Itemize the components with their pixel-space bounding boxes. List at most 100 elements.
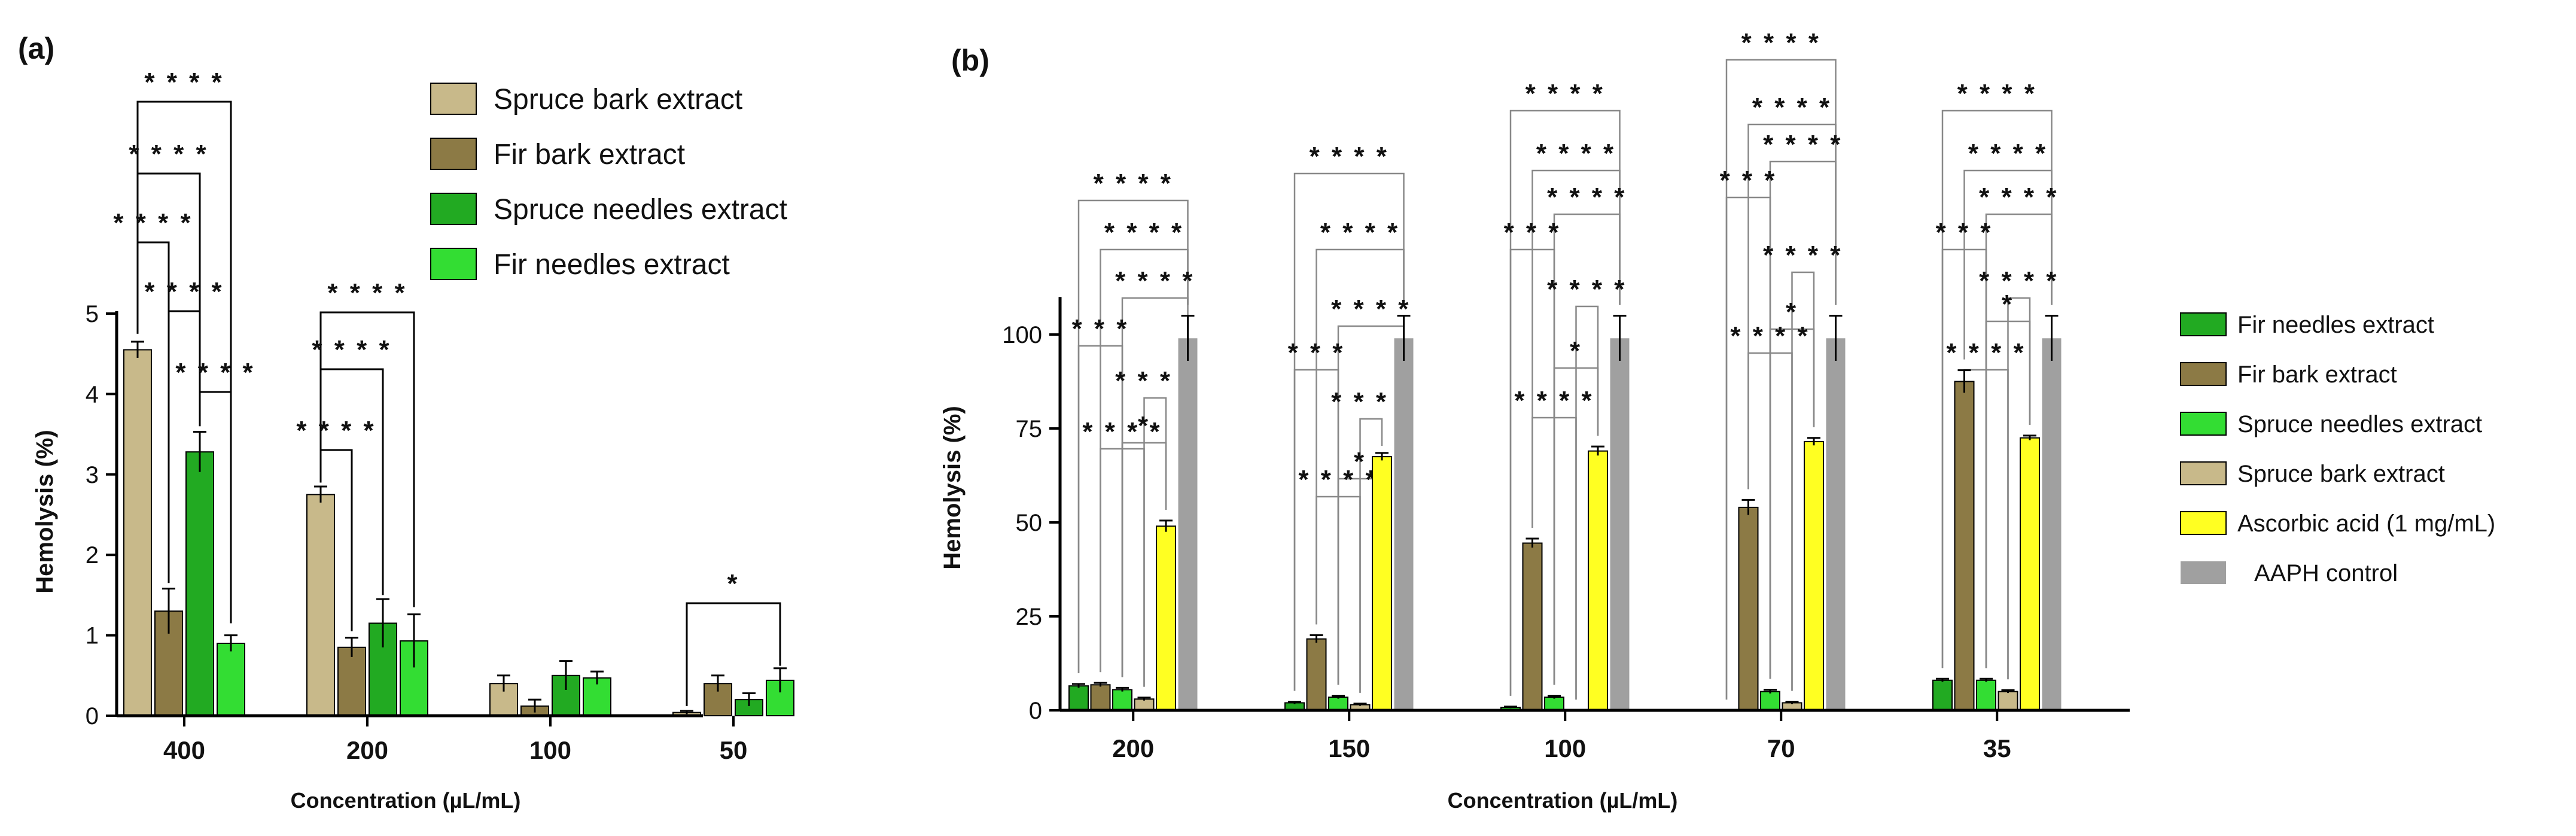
significance-bracket xyxy=(1769,328,1815,679)
significance-stars: * * * * xyxy=(1763,130,1843,159)
significance-bracket xyxy=(1316,248,1405,625)
significance-bracket xyxy=(319,449,353,631)
significance-bracket xyxy=(1769,160,1837,679)
y-tick-label: 75 xyxy=(1016,416,1043,442)
significance-bracket xyxy=(1121,297,1189,677)
bar xyxy=(1544,697,1564,712)
significance-stars: * * * * xyxy=(1752,93,1832,122)
bar xyxy=(1954,381,1975,711)
significance-stars: * * * * xyxy=(296,416,376,445)
bar xyxy=(1760,691,1780,711)
bar xyxy=(1112,689,1132,711)
significance-bracket xyxy=(1531,417,1577,700)
bar xyxy=(1610,338,1630,710)
bar xyxy=(1804,440,1824,711)
significance-bracket xyxy=(1100,448,1145,687)
significance-bracket xyxy=(136,241,170,334)
legend-swatch xyxy=(2180,362,2227,386)
significance-bracket xyxy=(1553,367,1599,685)
bar xyxy=(185,451,214,717)
bar xyxy=(337,646,366,717)
x-tick-label: 200 xyxy=(346,736,388,764)
significance-stars: * * * * xyxy=(1763,241,1843,270)
bar xyxy=(2020,437,2040,711)
x-tick-label: 200 xyxy=(1112,734,1154,762)
bar xyxy=(1156,525,1176,712)
panel-b-label: (b) xyxy=(951,44,989,77)
significance-stars: * * * * xyxy=(1741,28,1821,57)
y-tick-label: 0 xyxy=(1029,698,1042,724)
significance-stars: * * * * xyxy=(1320,218,1400,247)
significance-stars: * * * * xyxy=(113,208,193,238)
bar xyxy=(1306,638,1327,712)
significance-stars: * * * * xyxy=(1514,386,1594,415)
panel-b-bars xyxy=(1068,315,2062,712)
significance-bracket xyxy=(1316,495,1361,693)
significance-stars: * * * xyxy=(1072,314,1129,343)
bar xyxy=(1976,679,1996,712)
significance-stars: * xyxy=(1354,447,1366,476)
legend-label: Spruce needles extract xyxy=(2237,411,2482,437)
significance-stars: * * * xyxy=(1720,166,1777,195)
panel-a-x-axis-label: Concentration (µL/mL) xyxy=(291,788,521,813)
significance-stars: * * * * xyxy=(1082,417,1162,446)
bar xyxy=(1998,691,2018,711)
significance-stars: * * * * xyxy=(1310,142,1389,171)
significance-bracket xyxy=(1337,325,1405,685)
legend-swatch xyxy=(2180,511,2227,535)
x-tick-label: 150 xyxy=(1328,734,1370,762)
significance-bracket xyxy=(319,368,384,595)
legend-label: Ascorbic acid (1 mg/mL) xyxy=(2237,510,2495,537)
bar xyxy=(2042,338,2062,710)
bar xyxy=(217,643,245,717)
significance-stars: * * * * xyxy=(312,335,391,364)
bar xyxy=(306,494,335,717)
legend-label: Fir bark extract xyxy=(2237,361,2397,388)
legend-swatch xyxy=(430,83,477,115)
y-tick-label: 2 xyxy=(86,542,99,569)
x-tick-label: 70 xyxy=(1767,734,1795,762)
significance-bracket xyxy=(1747,352,1793,691)
significance-stars: * xyxy=(1570,336,1582,366)
significance-stars: * * * * xyxy=(1547,275,1627,304)
significance-stars: * * * * xyxy=(1094,169,1173,198)
y-tick-label: 25 xyxy=(1016,604,1043,630)
bar xyxy=(1826,338,1846,710)
bar xyxy=(1932,679,1953,712)
bar xyxy=(1738,506,1759,711)
significance-stars: * * * * xyxy=(1979,183,2059,212)
significance-stars: * * * * xyxy=(1331,294,1411,324)
y-tick-label: 3 xyxy=(86,462,99,488)
panel-a-y-axis-label: Hemolysis (%) xyxy=(32,430,58,593)
panel-a-label: (a) xyxy=(18,32,54,65)
significance-stars: * xyxy=(2002,290,2014,319)
legend-swatch xyxy=(430,248,477,280)
significance-bracket xyxy=(686,602,781,706)
panel-b-legend: Fir needles extract Fir bark extract Spruc… xyxy=(2180,312,2495,586)
legend-swatch xyxy=(2180,461,2227,485)
bar xyxy=(1588,450,1608,711)
x-tick-label: 100 xyxy=(529,736,571,764)
legend-swatch xyxy=(430,193,477,225)
bar xyxy=(1328,697,1348,712)
bar xyxy=(1134,698,1155,712)
y-tick-label: 100 xyxy=(1002,322,1042,348)
bar xyxy=(1372,456,1392,711)
legend-swatch xyxy=(430,138,477,170)
bar xyxy=(1394,338,1414,710)
panel-a-significance: * * * * * * * * * * * * * * * * * * * * * * *… xyxy=(113,68,781,706)
legend-label: Fir bark extract xyxy=(494,139,685,171)
significance-stars: * * * * xyxy=(1979,266,2059,296)
y-tick-label: 5 xyxy=(86,301,99,327)
x-tick-label: 35 xyxy=(1983,734,2011,762)
panel-b-axes: 0 25 50 75 100 200 150 100 70 35 xyxy=(1002,297,2130,762)
significance-stars: * * * * xyxy=(1298,465,1378,494)
y-tick-label: 4 xyxy=(86,381,99,408)
panel-a-legend: Spruce bark extract Fir bark extract Spruc… xyxy=(430,83,787,281)
significance-stars: * * * * xyxy=(144,277,224,306)
significance-stars: * * * * xyxy=(1957,79,2037,108)
significance-stars: * * * * xyxy=(1525,79,1605,108)
y-tick-label: 1 xyxy=(86,623,99,649)
